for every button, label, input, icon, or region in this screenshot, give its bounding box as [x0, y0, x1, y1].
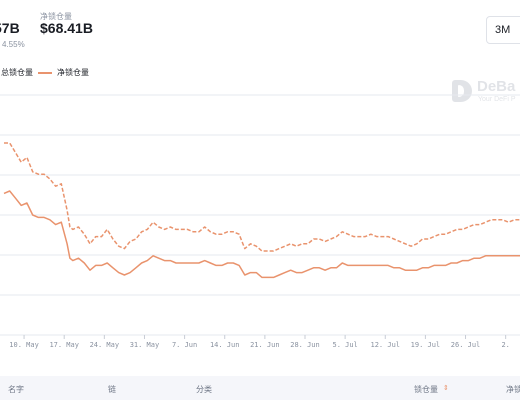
- legend-label-total: 总锁仓量: [1, 68, 33, 77]
- x-tick-label: 28. Jun: [290, 341, 320, 349]
- column-header-name[interactable]: 名字: [8, 385, 24, 394]
- legend-label-net: 净锁仓量: [57, 68, 89, 77]
- total-tvl-value: 57B: [0, 20, 20, 36]
- total-tvl-change: 4.55%: [2, 40, 25, 49]
- column-header-category[interactable]: 分类: [196, 385, 212, 394]
- x-tick-label: 26. Jul: [451, 341, 481, 349]
- x-tick-label: 5. Jul: [332, 341, 357, 349]
- x-tick-label: 31. May: [130, 341, 160, 349]
- x-tick-label: 14. Jun: [210, 341, 240, 349]
- time-range-select[interactable]: 3M: [486, 16, 520, 44]
- series-line-net: [3, 190, 520, 279]
- series-line-total: [4, 142, 520, 252]
- x-tick-label: 7. Jun: [172, 341, 197, 349]
- legend-item-total[interactable]: 总锁仓量: [0, 67, 33, 78]
- column-header-net[interactable]: 净锁: [506, 385, 520, 394]
- legend-item-net[interactable]: 净锁仓量: [38, 67, 89, 78]
- watermark-name: DeBa: [477, 78, 516, 95]
- sort-icon[interactable]: ⇕: [443, 385, 449, 392]
- x-tick-label: 24. May: [90, 341, 120, 349]
- x-tick-label: 19. Jul: [411, 341, 441, 349]
- watermark-tagline: Your DeFi P: [478, 96, 516, 103]
- column-header-tvl[interactable]: 锁仓量: [414, 385, 438, 394]
- x-tick-label: 21. Jun: [250, 341, 280, 349]
- x-tick-label: 2.: [501, 341, 509, 349]
- net-tvl-value: $68.41B: [40, 20, 93, 36]
- x-tick-label: 17. May: [49, 341, 79, 349]
- solid-line-swatch: [38, 71, 52, 74]
- column-header-chain[interactable]: 链: [108, 385, 116, 394]
- table-header: 名字 链 分类 锁仓量 ⇕ 净锁: [0, 376, 520, 400]
- x-tick-label: 12. Jul: [371, 341, 401, 349]
- debank-logo-icon: [452, 80, 472, 102]
- x-tick-label: 10. May: [9, 341, 39, 349]
- net-tvl-label: 净锁仓量: [40, 12, 72, 21]
